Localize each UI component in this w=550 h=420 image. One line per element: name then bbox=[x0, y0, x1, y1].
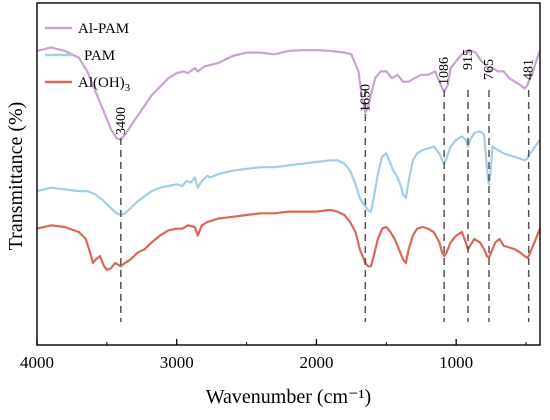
peak-label-765: 765 bbox=[482, 59, 497, 80]
peak-label-1650: 1650 bbox=[358, 84, 373, 112]
x-tick-layer: 4000 3000 2000 1000 bbox=[20, 339, 526, 372]
legend-label-1: PAM bbox=[84, 48, 115, 64]
series-line-2 bbox=[37, 210, 540, 270]
peak-label-1086: 1086 bbox=[437, 57, 452, 85]
legend-label-2: Al(OH)3 bbox=[78, 75, 131, 94]
x-tick-label-4000: 4000 bbox=[20, 353, 54, 372]
x-tick-label-1000: 1000 bbox=[439, 353, 473, 372]
x-axis-title: Wavenumber (cm⁻¹) bbox=[206, 386, 371, 408]
x-tick-label-2000: 2000 bbox=[299, 353, 333, 372]
peak-label-915: 915 bbox=[461, 49, 476, 70]
legend-label-0: Al-PAM bbox=[78, 21, 129, 37]
peak-label-3400: 3400 bbox=[114, 107, 129, 135]
peak-label-481: 481 bbox=[522, 59, 537, 80]
y-axis-title: Transmittance (%) bbox=[5, 102, 27, 251]
series-line-1 bbox=[37, 131, 540, 215]
x-tick-label-3000: 3000 bbox=[160, 353, 194, 372]
legend: Al-PAM PAM Al(OH)3 bbox=[45, 21, 131, 94]
